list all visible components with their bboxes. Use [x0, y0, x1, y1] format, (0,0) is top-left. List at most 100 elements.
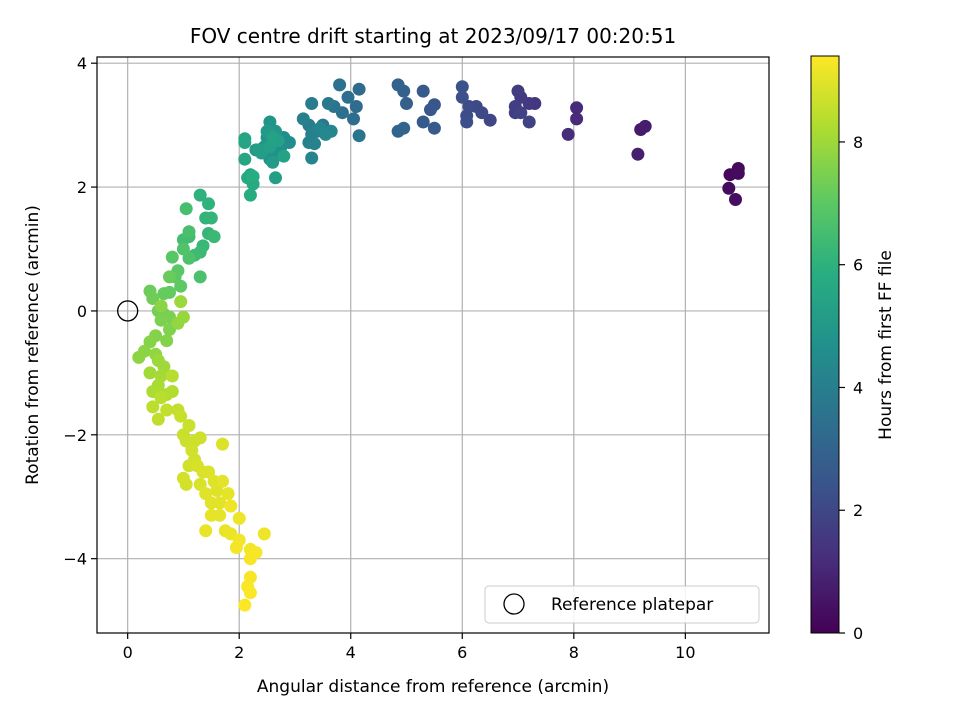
data-point — [179, 477, 193, 491]
data-point — [391, 124, 405, 138]
data-point — [252, 143, 266, 157]
colorbar-tick-label: 2 — [853, 501, 863, 520]
y-tick-label: 2 — [77, 178, 87, 197]
y-axis-ticks: −4 −2 0 2 4 — [63, 54, 97, 569]
data-point — [400, 97, 413, 110]
data-point — [179, 202, 193, 216]
data-point — [216, 437, 229, 451]
x-axis-ticks: 0 2 4 6 8 10 — [123, 633, 696, 662]
data-point — [213, 496, 227, 510]
y-axis-label: Rotation from reference (arcmin) — [23, 205, 43, 485]
data-point — [349, 100, 363, 113]
data-point — [238, 136, 252, 149]
data-point — [561, 127, 575, 141]
data-point — [160, 334, 174, 348]
reference-layer — [117, 300, 139, 322]
colorbar — [810, 55, 840, 634]
data-point — [305, 151, 319, 165]
data-point — [333, 78, 347, 92]
data-point — [341, 90, 355, 104]
data-point — [132, 350, 146, 364]
data-point — [319, 127, 333, 141]
data-point — [160, 403, 174, 417]
data-point — [202, 197, 215, 211]
x-tick-label: 2 — [234, 643, 244, 662]
data-point — [238, 152, 252, 166]
colorbar-tick-label: 4 — [853, 378, 863, 397]
data-point — [204, 211, 218, 225]
colorbar-tick-label: 0 — [853, 624, 863, 643]
data-point — [154, 391, 168, 405]
colorbar-label: Hours from first FF file — [876, 250, 896, 440]
data-point — [143, 366, 157, 380]
data-point — [174, 279, 188, 293]
data-point — [229, 541, 243, 554]
data-point — [352, 82, 366, 96]
data-point — [638, 119, 652, 133]
data-point — [165, 385, 179, 398]
data-point — [455, 80, 469, 94]
data-point — [157, 287, 171, 301]
x-tick-label: 6 — [457, 643, 467, 662]
plot-frame — [96, 56, 770, 634]
data-point — [321, 97, 335, 110]
colorbar-tick-label: 8 — [853, 133, 863, 152]
colorbar-tick-label: 6 — [853, 256, 863, 275]
data-point — [243, 552, 257, 566]
x-tick-label: 10 — [675, 643, 695, 662]
data-point — [308, 137, 321, 151]
legend-marker — [503, 593, 525, 615]
data-point — [570, 101, 584, 115]
y-tick-label: 4 — [77, 54, 87, 73]
data-point — [731, 166, 745, 180]
data-point — [305, 97, 319, 110]
data-point — [174, 295, 188, 309]
data-point — [146, 292, 160, 305]
data-point — [266, 131, 280, 144]
data-point — [246, 170, 260, 183]
data-point — [163, 270, 176, 284]
data-point — [729, 193, 742, 206]
x-tick-label: 0 — [123, 643, 133, 662]
data-point — [416, 84, 430, 98]
data-point — [243, 586, 257, 600]
data-point — [204, 508, 218, 522]
data-point — [232, 511, 246, 525]
data-point — [146, 400, 160, 414]
data-point — [483, 113, 497, 127]
x-tick-label: 8 — [569, 643, 579, 662]
data-point — [207, 230, 221, 244]
colorbar-ticks: 0 2 4 6 8 — [839, 133, 863, 643]
reference-point-marker — [117, 300, 139, 322]
data-point — [455, 90, 469, 104]
data-point — [199, 524, 213, 538]
scatter-points — [132, 78, 745, 612]
data-point — [424, 103, 437, 117]
data-point — [391, 78, 405, 92]
data-point — [176, 242, 190, 256]
data-point — [243, 188, 257, 202]
data-point — [182, 225, 196, 239]
data-point — [427, 121, 441, 135]
data-point — [154, 313, 168, 327]
data-point — [460, 115, 474, 129]
data-point — [193, 431, 207, 445]
data-point — [514, 106, 528, 120]
data-point — [193, 188, 207, 202]
data-point — [352, 129, 366, 143]
data-point — [277, 149, 291, 163]
data-point — [151, 412, 165, 426]
legend-label: Reference platepar — [551, 595, 713, 615]
data-point — [165, 250, 179, 264]
data-point — [347, 112, 360, 126]
data-point — [269, 171, 282, 185]
data-point — [257, 527, 271, 541]
x-tick-label: 4 — [346, 643, 356, 662]
data-point — [182, 419, 196, 432]
data-point — [631, 147, 645, 161]
data-point — [570, 112, 584, 126]
data-point — [221, 487, 235, 501]
y-tick-label: −4 — [63, 550, 87, 569]
data-point — [238, 598, 252, 612]
